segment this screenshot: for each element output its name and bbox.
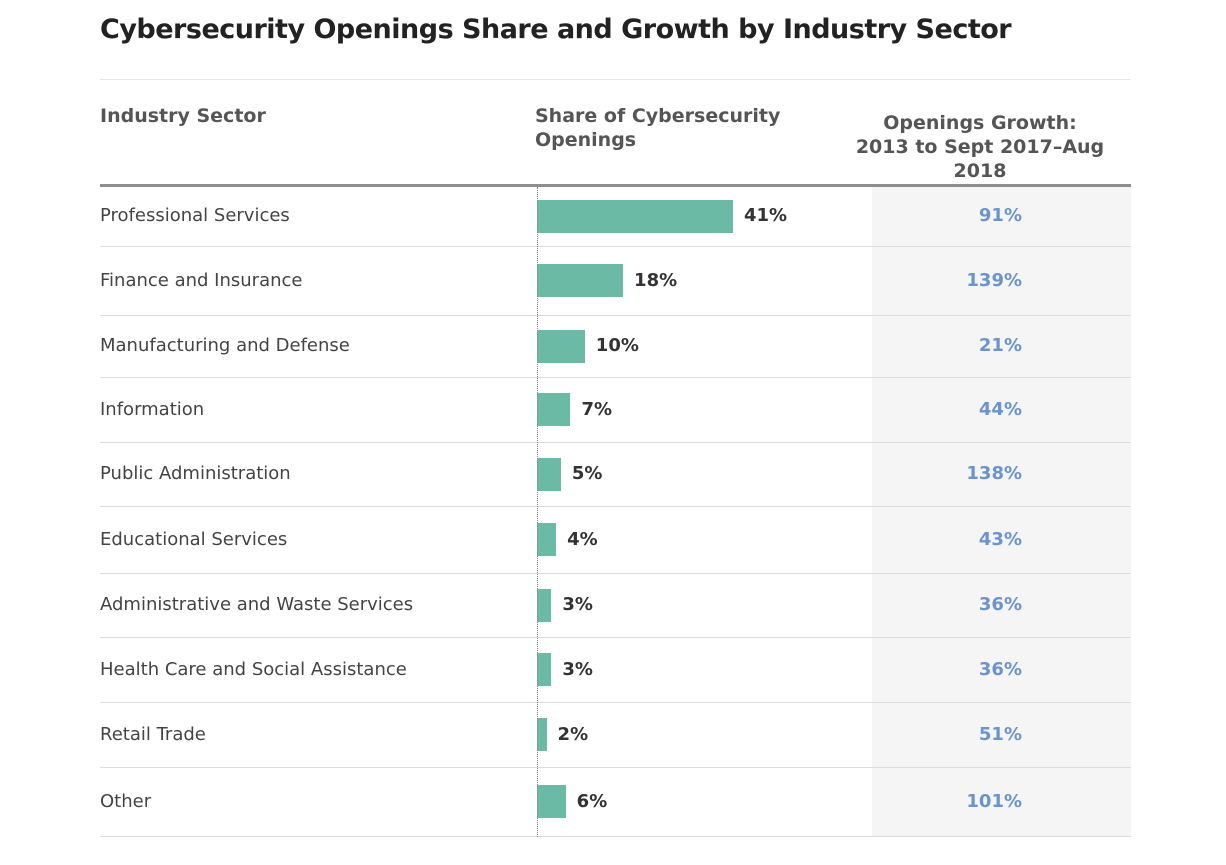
share-value-label: 4%: [567, 528, 598, 550]
growth-value: 138%: [966, 463, 1022, 484]
sector-label: Manufacturing and Defense: [100, 335, 350, 356]
growth-value: 91%: [978, 205, 1022, 226]
sector-label: Educational Services: [100, 528, 288, 550]
share-bar: [537, 457, 561, 491]
header-share-line-1: Share of Cybersecurity: [535, 105, 781, 127]
sector-label: Finance and Insurance: [100, 269, 303, 291]
header-growth-line-1: Openings Growth:: [883, 112, 1077, 134]
share-value-label: 10%: [595, 335, 639, 356]
growth-column-background: [872, 187, 1131, 837]
table-row: Educational Services 4% 43%: [100, 507, 1131, 574]
share-value-label: 3%: [562, 594, 593, 615]
sector-label: Other: [100, 790, 152, 812]
share-value-label: 5%: [571, 463, 603, 484]
share-value-label: 7%: [581, 398, 613, 420]
share-bar: [537, 523, 557, 556]
table-row: Administrative and Waste Services 3% 36%: [100, 574, 1131, 638]
growth-value: 36%: [978, 658, 1022, 680]
share-value-label: 3%: [562, 658, 593, 680]
share-bar: [537, 264, 624, 297]
sector-label: Information: [100, 398, 205, 420]
share-bar: [537, 718, 547, 751]
sector-label: Public Administration: [100, 463, 291, 484]
sector-label: Administrative and Waste Services: [100, 594, 414, 615]
header-industry-sector: Industry Sector: [100, 105, 266, 127]
growth-value: 44%: [978, 398, 1022, 420]
share-value-label: 6%: [576, 790, 608, 812]
growth-value: 36%: [978, 594, 1022, 615]
share-bar: [537, 329, 585, 363]
growth-value: 101%: [966, 790, 1022, 812]
share-value-label: 41%: [744, 205, 788, 226]
table-row: Public Administration 5% 138%: [100, 443, 1131, 507]
table-row: Retail Trade 2% 51%: [100, 703, 1131, 768]
share-bar: [537, 393, 571, 426]
title-divider: [100, 79, 1131, 80]
sector-label: Retail Trade: [100, 723, 206, 745]
header-growth: Openings Growth: 2013 to Sept 2017–Aug 2…: [830, 111, 1130, 183]
table-row: Professional Services 41% 91%: [100, 187, 1131, 247]
bar-baseline: [537, 187, 538, 837]
header-share-line-2: Openings: [535, 129, 637, 151]
share-value-label: 18%: [634, 269, 678, 291]
chart-title: Cybersecurity Openings Share and Growth …: [100, 14, 1012, 45]
table-row: Manufacturing and Defense 10% 21%: [100, 316, 1131, 378]
sector-label: Health Care and Social Assistance: [100, 658, 407, 680]
table-row: Finance and Insurance 18% 139%: [100, 247, 1131, 316]
table-row: Health Care and Social Assistance 3% 36%: [100, 638, 1131, 703]
growth-value: 21%: [978, 335, 1022, 356]
growth-value: 139%: [966, 269, 1022, 291]
table-row: Information 7% 44%: [100, 378, 1131, 443]
header-divider: [100, 184, 1131, 187]
share-bar: [537, 588, 552, 622]
table-row: Other 6% 101%: [100, 768, 1131, 837]
sector-label: Professional Services: [100, 205, 290, 226]
share-value-label: 2%: [557, 723, 589, 745]
share-bar: [537, 653, 552, 686]
growth-value: 51%: [978, 723, 1022, 745]
header-growth-line-2: 2013 to Sept 2017–Aug 2018: [855, 136, 1105, 182]
share-bar: [537, 785, 566, 818]
header-share: Share of Cybersecurity Openings: [535, 104, 780, 152]
share-bar: [537, 199, 733, 233]
growth-value: 43%: [978, 528, 1022, 550]
